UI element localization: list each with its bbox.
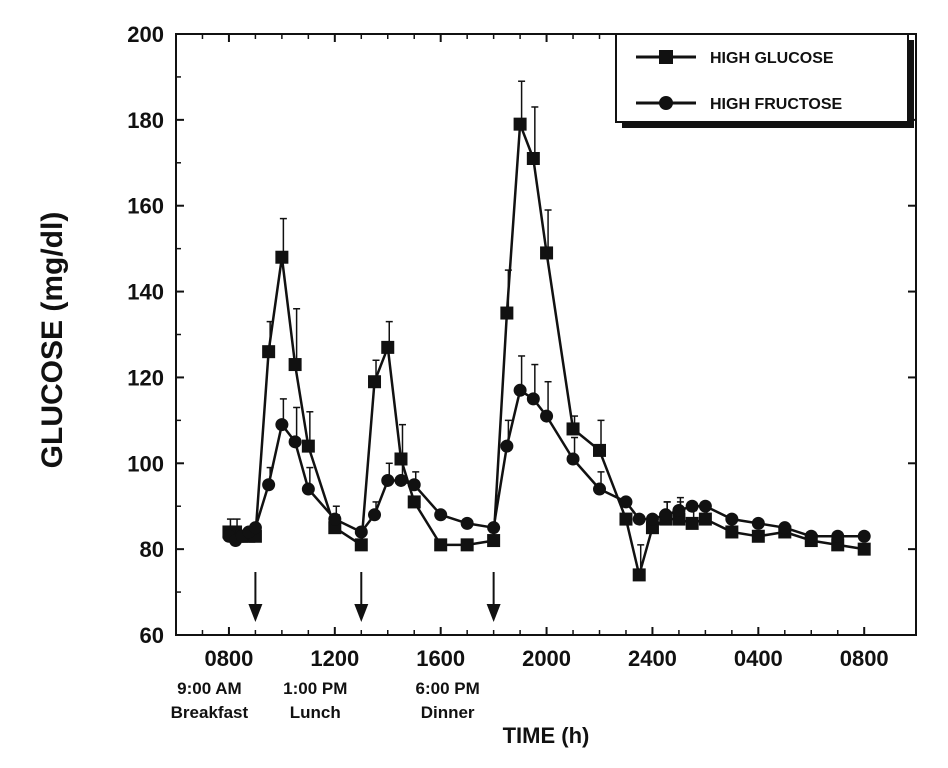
legend-marker-high-fructose [659, 96, 673, 110]
y-tick-label: 80 [140, 537, 164, 562]
point-high-fructose [275, 418, 289, 432]
point-high-glucose [288, 358, 302, 372]
point-high-glucose [685, 516, 699, 530]
point-high-glucose [434, 538, 448, 552]
point-high-glucose [368, 375, 382, 389]
y-tick-label: 200 [127, 22, 164, 47]
x-tick-label: 2000 [522, 646, 571, 671]
point-high-fructose [566, 452, 580, 466]
point-high-glucose [619, 512, 633, 526]
meal-name-label: Dinner [421, 703, 475, 722]
point-high-glucose [540, 246, 554, 260]
point-high-fructose [751, 516, 765, 530]
point-high-fructose [513, 383, 527, 397]
point-high-fructose [500, 439, 514, 453]
x-tick-label: 1200 [310, 646, 359, 671]
meal-time-label: 1:00 PM [283, 679, 347, 698]
meal-arrows: 9:00 AM Breakfast 1:00 PM Lunch 6:00 PM Dinne… [171, 572, 501, 722]
point-high-fructose [804, 529, 818, 543]
point-high-glucose [513, 117, 527, 131]
point-high-fructose [460, 516, 474, 530]
point-high-fructose [434, 508, 448, 522]
point-high-fructose [248, 521, 262, 535]
point-high-glucose [566, 422, 580, 436]
point-high-fructose [407, 478, 421, 492]
point-high-glucose [394, 452, 408, 466]
point-high-fructose [725, 512, 739, 526]
point-high-fructose [394, 473, 408, 487]
legend-label-high-glucose: HIGH GLUCOSE [710, 50, 834, 67]
meal-arrow-head [486, 604, 501, 622]
point-high-glucose [487, 534, 501, 548]
point-high-glucose [632, 568, 646, 582]
point-high-fructose [288, 435, 302, 449]
point-high-glucose [593, 443, 607, 457]
point-high-fructose [593, 482, 607, 496]
point-high-fructose [381, 473, 395, 487]
x-tick-label: 1600 [416, 646, 465, 671]
legend: HIGH GLUCOSE HIGH FRUCTOSE [615, 33, 914, 128]
meal-time-label: 6:00 PM [416, 679, 480, 698]
meal-arrow-head [354, 604, 369, 622]
point-high-glucose [725, 525, 739, 539]
point-high-glucose [262, 345, 276, 359]
point-high-fructose [778, 521, 792, 535]
point-high-fructose [487, 521, 501, 535]
point-high-glucose [354, 538, 368, 552]
point-high-glucose [751, 529, 765, 543]
point-high-fructose [672, 504, 686, 518]
x-axis: 0800 1200 1600 2000 2400 0400 0800 [201, 34, 889, 671]
point-high-glucose [526, 151, 540, 165]
series-layer [222, 80, 871, 582]
point-high-fructose [685, 499, 699, 513]
point-high-glucose [698, 512, 712, 526]
point-high-fructose [262, 478, 276, 492]
meal-arrow-head [248, 604, 263, 622]
point-high-glucose [460, 538, 474, 552]
y-tick-label: 100 [127, 451, 164, 476]
point-high-fructose [645, 512, 659, 526]
point-high-fructose [328, 512, 342, 526]
point-high-glucose [275, 250, 289, 264]
point-high-fructose [659, 508, 673, 522]
point-high-glucose [500, 306, 514, 320]
x-tick-label: 0400 [734, 646, 783, 671]
point-high-fructose [632, 512, 646, 526]
y-tick-label: 120 [127, 365, 164, 390]
y-tick-label: 180 [127, 108, 164, 133]
point-high-fructose [619, 495, 633, 509]
y-tick-label: 140 [127, 280, 164, 305]
point-high-fructose [698, 499, 712, 513]
x-axis-title: TIME (h) [503, 723, 590, 748]
point-high-fructose [831, 529, 845, 543]
point-high-glucose [301, 439, 315, 453]
point-high-fructose [354, 525, 368, 539]
point-high-fructose [526, 392, 540, 406]
point-high-glucose [857, 542, 871, 556]
point-high-fructose [857, 529, 871, 543]
y-axis: 60 80 100 120 140 160 180 200 [127, 22, 916, 648]
x-tick-label: 0800 [204, 646, 253, 671]
point-high-glucose [407, 495, 421, 509]
x-tick-label: 2400 [628, 646, 677, 671]
legend-label-high-fructose: HIGH FRUCTOSE [710, 96, 842, 113]
meal-name-label: Breakfast [171, 703, 249, 722]
meal-name-label: Lunch [290, 703, 341, 722]
legend-marker-high-glucose [659, 50, 673, 64]
point-high-fructose [368, 508, 382, 522]
point-high-fructose [301, 482, 315, 496]
point-high-glucose [381, 340, 395, 354]
y-tick-label: 60 [140, 623, 164, 648]
y-tick-label: 160 [127, 194, 164, 219]
y-axis-title: GLUCOSE (mg/dl) [36, 212, 69, 469]
meal-time-label: 9:00 AM [177, 679, 242, 698]
x-tick-label: 0800 [840, 646, 889, 671]
point-high-fructose [540, 409, 554, 423]
